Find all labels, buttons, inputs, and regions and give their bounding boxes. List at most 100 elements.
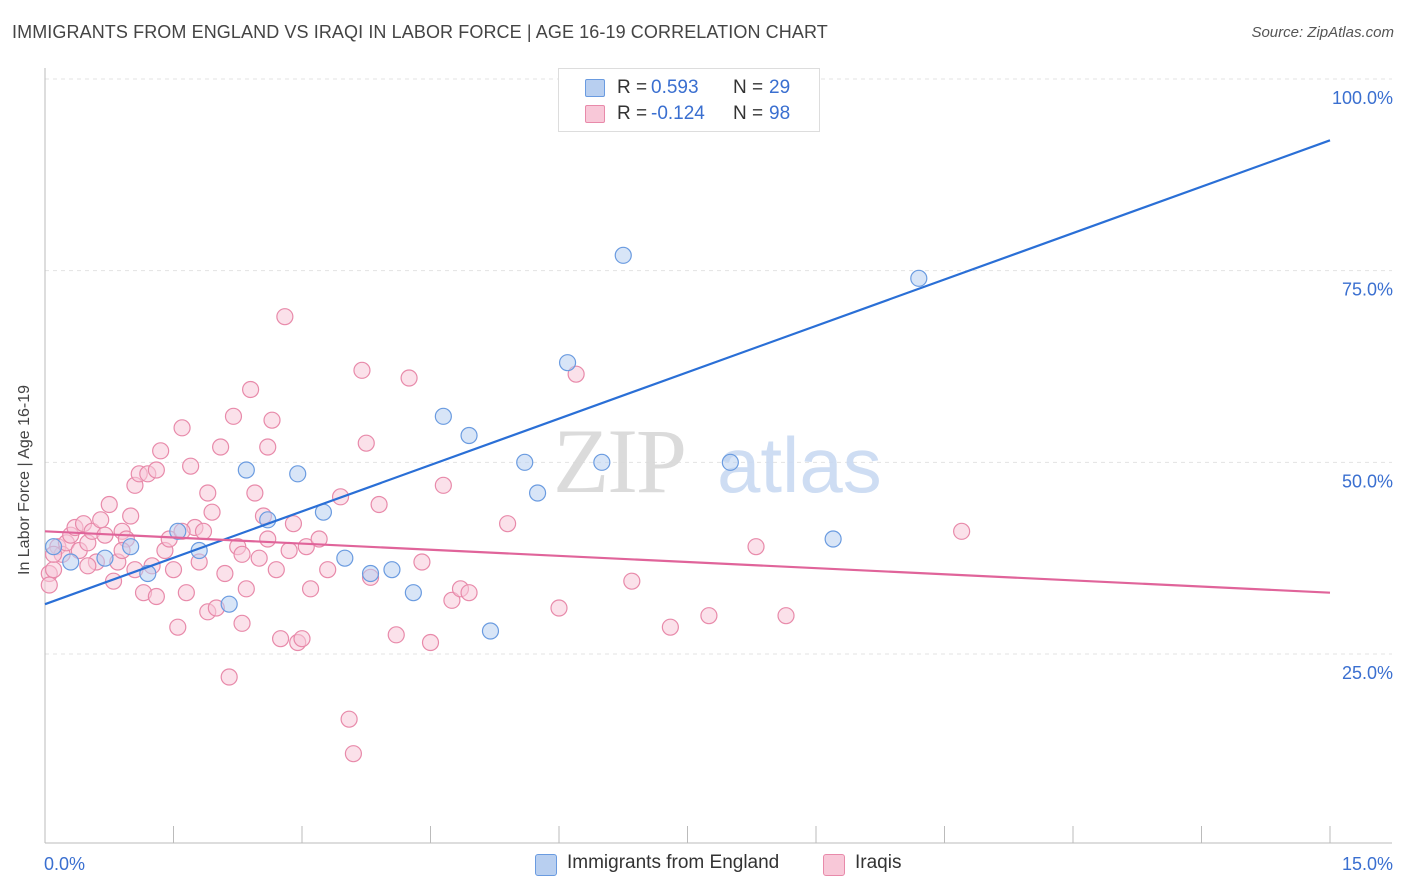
iraqis-point bbox=[747, 538, 765, 556]
england-point bbox=[614, 246, 632, 264]
iraqis-point bbox=[40, 576, 58, 594]
iraqis-point bbox=[224, 407, 243, 425]
england-point bbox=[516, 453, 534, 471]
iraqis-point bbox=[567, 365, 585, 383]
iraqis-points bbox=[40, 308, 971, 763]
iraqis-point bbox=[182, 457, 200, 475]
iraqis-point bbox=[263, 411, 281, 429]
iraqis-point bbox=[319, 561, 337, 579]
iraqis-point bbox=[233, 614, 251, 632]
iraqis-point bbox=[246, 484, 264, 502]
iraqis-point bbox=[177, 584, 195, 602]
england-point bbox=[558, 354, 577, 372]
iraqis-point bbox=[164, 561, 183, 579]
legend-n-value: 98 bbox=[769, 103, 791, 124]
legend-swatch-iraqis bbox=[585, 105, 605, 123]
iraqis-point bbox=[199, 484, 217, 502]
iraqis-point bbox=[434, 476, 452, 494]
iraqis-point bbox=[169, 618, 187, 636]
england-point bbox=[481, 622, 500, 640]
england-point bbox=[434, 407, 452, 425]
england-point bbox=[404, 584, 422, 602]
iraqis-point bbox=[357, 434, 375, 452]
legend-n-label: N = bbox=[733, 103, 764, 124]
iraqis-point bbox=[259, 530, 277, 548]
iraqis-point bbox=[310, 530, 328, 548]
iraqis-point bbox=[147, 587, 165, 606]
iraqis-point bbox=[203, 503, 221, 521]
iraqis-point bbox=[271, 630, 290, 648]
legend-r-label: R = bbox=[617, 103, 648, 124]
england-point bbox=[237, 461, 255, 479]
watermark: ZIP atlas bbox=[553, 410, 882, 512]
iraqis-point bbox=[499, 515, 517, 533]
y-tick-label: 75.0% bbox=[1342, 280, 1393, 300]
iraqis-point bbox=[267, 561, 285, 579]
england-points bbox=[44, 70, 928, 640]
england-point bbox=[910, 269, 928, 287]
iraqis-point bbox=[953, 522, 971, 540]
england-point bbox=[336, 549, 354, 567]
england-point bbox=[169, 522, 187, 540]
iraqis-point bbox=[147, 461, 165, 479]
legend-r-value: -0.124 bbox=[651, 103, 705, 124]
y-tick-label: 100.0% bbox=[1332, 88, 1393, 108]
england-point bbox=[721, 453, 739, 471]
iraqis-point bbox=[293, 630, 311, 648]
legend-swatch-iraqis bbox=[823, 854, 845, 876]
iraqis-point bbox=[79, 557, 97, 575]
iraqis-point bbox=[212, 438, 230, 456]
iraqis-point bbox=[340, 710, 358, 728]
iraqis-point bbox=[100, 495, 118, 514]
england-point bbox=[220, 595, 238, 613]
iraqis-point bbox=[152, 442, 170, 460]
iraqis-point bbox=[413, 553, 431, 571]
iraqis-point bbox=[216, 564, 234, 583]
y-tick-label: 50.0% bbox=[1342, 471, 1393, 491]
iraqis-point bbox=[700, 607, 718, 625]
iraqis-point bbox=[259, 438, 277, 456]
trend-lines bbox=[44, 139, 1331, 606]
legend-swatch-england bbox=[535, 854, 557, 876]
england-point bbox=[593, 453, 611, 471]
x-tick-label: 0.0% bbox=[44, 854, 85, 874]
chart-title: IMMIGRANTS FROM ENGLAND VS IRAQI IN LABO… bbox=[12, 22, 828, 42]
england-point bbox=[383, 561, 401, 579]
grid-lines bbox=[45, 78, 1392, 655]
england-trend-line bbox=[44, 139, 1331, 606]
legend-label-england: Immigrants from England bbox=[567, 852, 780, 873]
england-point bbox=[824, 530, 842, 548]
iraqis-point bbox=[777, 607, 795, 625]
iraqis-point bbox=[233, 545, 251, 563]
england-point bbox=[289, 465, 307, 483]
england-point bbox=[44, 538, 63, 556]
iraqis-point bbox=[623, 572, 641, 590]
iraqis-point bbox=[242, 380, 260, 399]
iraqis-point bbox=[237, 580, 255, 598]
england-point bbox=[361, 564, 380, 583]
iraqis-point bbox=[173, 419, 191, 437]
iraqis-trend-line bbox=[44, 530, 1331, 594]
iraqis-point bbox=[220, 668, 238, 686]
watermark-zip: ZIP bbox=[553, 410, 685, 512]
legend-swatch-england bbox=[585, 79, 605, 97]
legend-label-iraqis: Iraqis bbox=[855, 852, 902, 873]
iraqis-point bbox=[443, 591, 461, 609]
england-point bbox=[460, 426, 478, 445]
legend-r-label: R = bbox=[617, 77, 648, 98]
iraqis-point bbox=[344, 745, 362, 763]
iraqis-point bbox=[387, 626, 405, 644]
iraqis-point bbox=[44, 561, 63, 579]
england-point bbox=[62, 553, 80, 571]
legend-n-value: 29 bbox=[769, 77, 791, 98]
iraqis-point bbox=[550, 599, 568, 617]
iraqis-point bbox=[122, 507, 140, 525]
iraqis-point bbox=[421, 633, 440, 652]
iraqis-point bbox=[284, 515, 303, 533]
iraqis-point bbox=[370, 495, 388, 514]
chart-source: Source: ZipAtlas.com bbox=[1251, 24, 1394, 41]
iraqis-point bbox=[92, 511, 110, 529]
iraqis-point bbox=[400, 369, 418, 387]
iraqis-point bbox=[276, 308, 294, 326]
